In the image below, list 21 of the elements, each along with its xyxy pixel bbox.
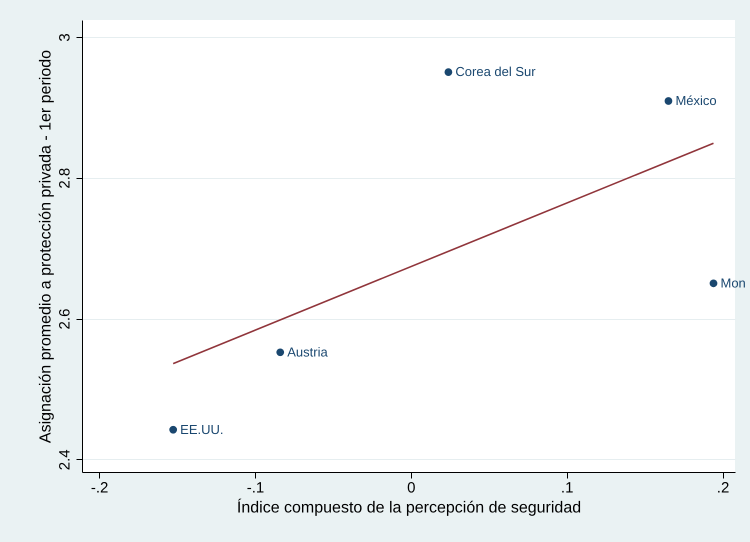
y-axis-title: Asignación promedio a protección privada - 1er periodo bbox=[38, 50, 54, 444]
x-tick-label: .1 bbox=[560, 480, 574, 496]
annotation: México bbox=[675, 92, 717, 108]
point bbox=[664, 97, 672, 105]
annotation: Corea del Sur bbox=[455, 64, 536, 80]
point bbox=[710, 279, 718, 288]
x-tick-label: 0 bbox=[407, 480, 416, 496]
x-tick-label: -.2 bbox=[90, 480, 108, 496]
point bbox=[444, 68, 452, 76]
y-tick-label: 2.4 bbox=[56, 449, 74, 470]
annotation: Austria bbox=[287, 344, 328, 360]
y-tick-label: 3 bbox=[56, 33, 74, 42]
x-axis-title: Índice compuesto de la percepción de seguridad bbox=[236, 498, 582, 516]
point bbox=[276, 348, 284, 356]
point bbox=[169, 426, 178, 434]
annotation: Mon bbox=[720, 275, 746, 290]
x-tick-label: -.1 bbox=[246, 480, 264, 496]
y-tick-label: 2.8 bbox=[56, 168, 74, 189]
annotation: EE.UU. bbox=[180, 422, 224, 437]
y-tick-label: 2.6 bbox=[56, 308, 74, 330]
x-tick-label: .2 bbox=[716, 480, 730, 496]
